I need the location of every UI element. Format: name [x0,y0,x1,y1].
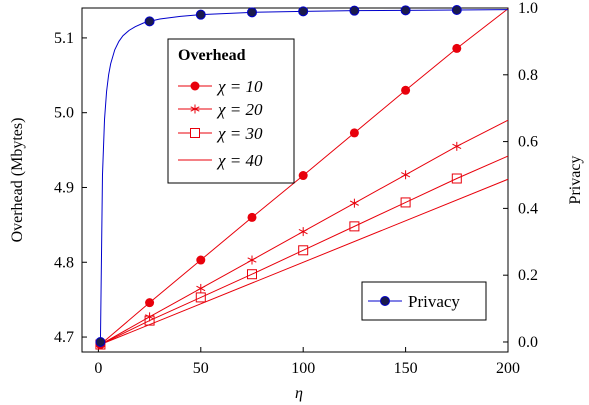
series-2-marker [400,197,411,208]
x-axis-label: η [295,385,303,402]
x-tick-label: 100 [291,360,315,377]
y-right-tick-label: 0.4 [518,200,538,217]
series-1-marker [196,283,206,293]
y-right-tick-label: 1.0 [518,0,538,17]
y-left-tick-label: 5.0 [54,105,74,122]
legend-overhead-title: Overhead [178,47,246,64]
legend-marker-chi30 [190,128,200,138]
series-2-marker [195,292,206,303]
legend-label-chi40: χ = 40 [216,151,263,170]
plot-area [95,5,509,350]
series-0-marker [298,171,308,181]
legend-marker-privacy [380,296,390,306]
series-4-marker [195,9,206,20]
series-2-marker [246,269,257,280]
y-left-tick-label: 4.8 [54,254,74,271]
series-1-marker [298,227,308,237]
series-2-marker [298,245,309,256]
series-line-4 [99,9,509,342]
y-right-tick-label: 0.2 [518,267,538,284]
y-left-tick-label: 4.7 [54,329,74,346]
series-0-marker [145,298,155,308]
series-4-marker [451,5,462,16]
series-line-3 [100,178,509,345]
series-4-marker [246,7,257,18]
series-0-marker [349,128,359,138]
legend-overhead: Overhead χ = 10 χ = 20 χ = 30 χ = 40 [167,38,295,184]
legend-label-privacy: Privacy [408,292,460,311]
series-4-marker [298,6,309,17]
series-4-marker [349,5,360,16]
series-2-marker [451,173,462,184]
legend-overhead-frame [167,38,295,184]
series-line-2 [100,155,509,345]
series-0-marker [401,85,411,95]
legend-marker-chi20 [190,104,200,114]
y-left-tick-label: 5.1 [54,30,74,47]
series-4-marker [95,336,106,347]
legend-privacy: Privacy [361,281,487,321]
series-1-marker [452,141,462,151]
x-tick-label: 50 [193,360,209,377]
legend-marker-chi10 [190,81,200,91]
y-axis-label-left: Overhead (Mbytes) [9,118,26,243]
series-4-marker [144,16,155,27]
x-tick-label: 200 [496,360,520,377]
legend-label-chi30: χ = 30 [216,124,263,143]
legend-label-chi20: χ = 20 [216,100,263,119]
series-0-marker [196,255,206,265]
series-4-marker [400,5,411,16]
series-1-marker [145,312,155,322]
plot-frame [81,7,509,353]
y-axis-label-right: Privacy [567,156,584,205]
y-right-tick-label: 0.6 [518,134,538,151]
x-tick-label: 0 [94,360,102,377]
series-0-marker [452,43,462,53]
series-1-marker [401,170,411,180]
x-tick-label: 150 [394,360,418,377]
series-0-marker [247,212,257,222]
y-left-tick-label: 4.9 [54,179,74,196]
y-right-tick-label: 0.8 [518,67,538,84]
series-2-marker [349,221,360,232]
axis-ticks: 0 50 100 150 200 4.7 4.8 4.9 5.0 5.1 0.0 0.2 0.4 0.6 0… [54,0,538,377]
legend-label-chi10: χ = 10 [216,77,263,96]
y-right-tick-label: 0.0 [518,334,538,351]
series-1-marker [247,255,257,265]
series-2-marker [144,315,155,326]
series-1-marker [349,198,359,208]
